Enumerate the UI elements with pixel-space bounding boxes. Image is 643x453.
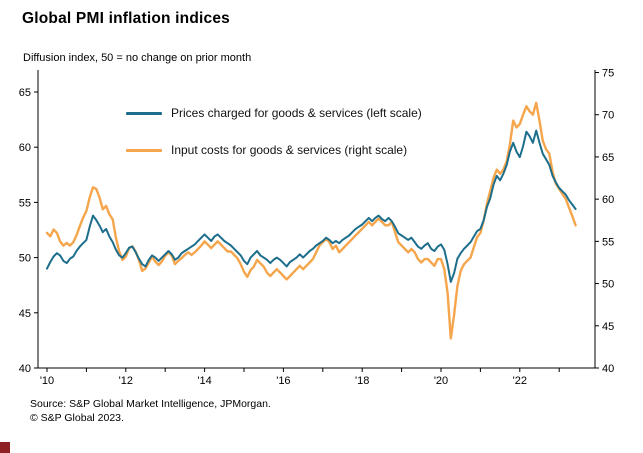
left-axis-tick-label: 50 (19, 253, 31, 265)
brand-corner-square (0, 442, 10, 453)
x-axis-tick-label: '18 (355, 375, 369, 387)
footer: Source: S&P Global Market Intelligence, … (30, 397, 271, 425)
x-axis-tick-label: '16 (276, 375, 290, 387)
left-axis-tick-label: 45 (19, 308, 31, 320)
right-axis-tick-label: 75 (602, 68, 614, 80)
x-axis-tick-label: '10 (40, 375, 54, 387)
right-axis-tick-label: 70 (602, 110, 614, 122)
source-text: Source: S&P Global Market Intelligence, … (30, 398, 271, 410)
right-axis-tick-label: 45 (602, 321, 614, 333)
x-axis-tick-label: '22 (513, 375, 527, 387)
legend-swatch-input-costs (126, 148, 162, 152)
right-axis-tick-label: 55 (602, 236, 614, 248)
right-axis-tick-label: 60 (602, 194, 614, 206)
legend-swatch-prices-charged (126, 111, 162, 115)
legend-label-input-costs: Input costs for goods & services (right … (171, 143, 408, 157)
right-axis-tick-label: 65 (602, 152, 614, 164)
left-axis-tick-label: 40 (19, 363, 31, 375)
x-axis-tick-label: '14 (197, 375, 211, 387)
copyright-text: © S&P Global 2023. (30, 412, 124, 424)
left-axis-tick-label: 55 (19, 197, 31, 209)
chart-subtitle: Diffusion index, 50 = no change on prior… (23, 52, 252, 64)
legend-item-prices-charged: Prices charged for goods & services (lef… (126, 106, 422, 120)
chart-title: Global PMI inflation indices (22, 10, 230, 27)
legend: Prices charged for goods & services (lef… (126, 106, 422, 157)
series-line-prices-charged (46, 129, 577, 283)
right-axis-tick-label: 40 (602, 363, 614, 375)
left-axis-tick-label: 60 (19, 142, 31, 154)
right-axis-tick-label: 50 (602, 279, 614, 291)
left-axis-tick-label: 65 (19, 87, 31, 99)
x-axis-tick-label: '12 (119, 375, 133, 387)
legend-item-input-costs: Input costs for goods & services (right … (126, 143, 422, 157)
x-axis-tick-label: '20 (434, 375, 448, 387)
legend-label-prices-charged: Prices charged for goods & services (lef… (171, 106, 422, 120)
